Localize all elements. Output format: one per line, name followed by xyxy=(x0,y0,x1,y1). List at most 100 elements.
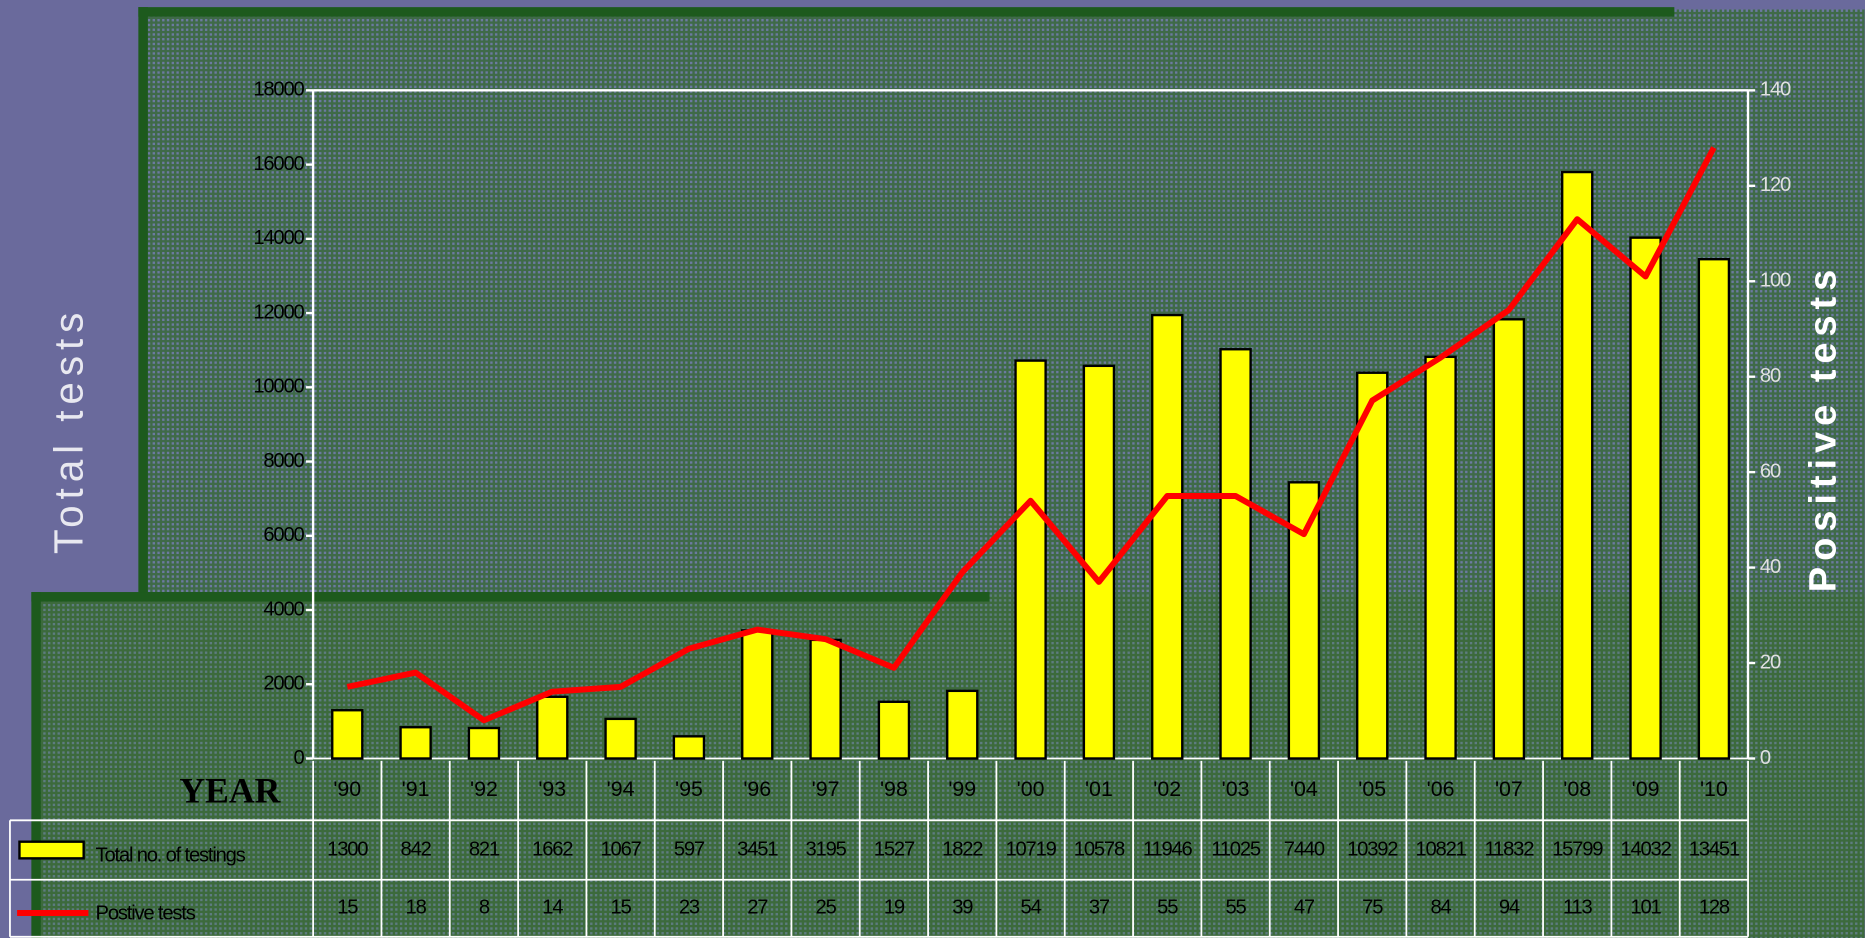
table-value: 8 xyxy=(479,897,490,919)
y-tick-label: 18000 xyxy=(253,79,304,101)
table-value: 128 xyxy=(1699,897,1730,919)
bar xyxy=(331,709,364,760)
table-value: 27 xyxy=(747,897,768,919)
table-value: 597 xyxy=(674,838,705,860)
line xyxy=(346,146,1717,724)
x-tick-label: '02 xyxy=(1153,777,1181,801)
bar xyxy=(1082,364,1116,760)
y-tick-label: 12000 xyxy=(253,301,304,323)
table-value: 3195 xyxy=(805,838,846,860)
panel-lower xyxy=(33,594,1865,938)
bar xyxy=(946,689,979,760)
table-value: 1527 xyxy=(874,838,915,860)
table-value: 1300 xyxy=(327,838,368,860)
table-value: 23 xyxy=(679,897,700,919)
table-value: 3451 xyxy=(737,838,778,860)
y2-tick-label: 0 xyxy=(1760,747,1771,769)
y-tick-label: 16000 xyxy=(253,153,304,175)
bar xyxy=(536,695,569,760)
table-value: 18 xyxy=(406,897,427,919)
x-tick-label: '98 xyxy=(880,777,908,801)
x-tick-label: '08 xyxy=(1563,777,1591,801)
table-value: 1662 xyxy=(532,838,573,860)
y2-tick-label: 140 xyxy=(1760,79,1791,101)
x-tick-label: '96 xyxy=(743,777,771,801)
bar xyxy=(1356,371,1389,760)
x-axis-title: YEAR xyxy=(179,770,281,810)
table-value: 84 xyxy=(1431,897,1452,919)
table-value: 13451 xyxy=(1689,838,1740,860)
y2-axis-title: Positive tests xyxy=(1802,264,1844,592)
table-value: 11025 xyxy=(1211,838,1261,860)
legend-label: Total no. of testings xyxy=(96,844,246,866)
table-value: 37 xyxy=(1089,897,1110,919)
table-value: 10392 xyxy=(1347,838,1398,860)
table-value: 94 xyxy=(1499,897,1520,919)
y-tick-label: 14000 xyxy=(253,227,304,249)
table-value: 19 xyxy=(884,897,905,919)
table-value: 113 xyxy=(1563,897,1593,919)
bar xyxy=(604,717,637,760)
x-tick-label: '90 xyxy=(333,777,361,801)
bar xyxy=(741,629,774,760)
table-value: 25 xyxy=(816,897,837,919)
table-value: 15799 xyxy=(1552,838,1603,860)
x-tick-label: '93 xyxy=(538,777,566,801)
table-value: 821 xyxy=(469,838,500,860)
table-value: 7440 xyxy=(1284,838,1325,860)
bar xyxy=(1219,348,1252,760)
y2-tick-label: 20 xyxy=(1760,651,1781,673)
table-value: 10578 xyxy=(1074,838,1125,860)
x-tick-label: '01 xyxy=(1085,777,1113,801)
table-value: 55 xyxy=(1157,897,1178,919)
table-value: 15 xyxy=(611,897,632,919)
table-value: 1822 xyxy=(942,838,983,860)
table-value: 54 xyxy=(1021,897,1042,919)
table-value: 842 xyxy=(401,838,432,860)
y-tick-label: 0 xyxy=(294,747,305,769)
bar xyxy=(1697,258,1731,760)
y-tick-label: 6000 xyxy=(263,524,304,546)
bar xyxy=(809,638,842,760)
frame-top xyxy=(138,7,1675,17)
table-value: 101 xyxy=(1630,897,1661,919)
y-tick-label: 2000 xyxy=(263,673,304,695)
x-tick-label: '91 xyxy=(402,777,430,801)
y2-tick-label: 60 xyxy=(1760,460,1781,482)
table-value: 14032 xyxy=(1620,838,1671,860)
y2-tick-label: 120 xyxy=(1760,174,1791,196)
x-tick-label: '00 xyxy=(1017,777,1045,801)
bar xyxy=(1014,359,1047,760)
table-value: 10821 xyxy=(1415,838,1466,860)
x-tick-label: '09 xyxy=(1632,777,1660,801)
y2-tick-label: 100 xyxy=(1760,270,1791,292)
table-value: 10719 xyxy=(1005,838,1056,860)
x-tick-label: '94 xyxy=(607,777,635,801)
table-value: 75 xyxy=(1362,897,1383,919)
y-tick-label: 10000 xyxy=(253,376,304,398)
x-tick-label: '99 xyxy=(948,777,976,801)
y-tick-label: 4000 xyxy=(263,598,304,620)
frame-mid xyxy=(31,592,990,602)
bar xyxy=(877,700,911,760)
bar xyxy=(1151,313,1184,760)
y-axis-title: Total tests xyxy=(45,307,91,554)
x-tick-label: '10 xyxy=(1700,777,1728,801)
y2-tick-label: 80 xyxy=(1760,365,1781,387)
bar xyxy=(1424,355,1457,760)
bar xyxy=(399,726,432,760)
table-value: 11832 xyxy=(1485,838,1535,860)
x-tick-label: '95 xyxy=(675,777,703,801)
legend-label: Postive tests xyxy=(96,903,196,925)
y2-tick-label: 40 xyxy=(1760,556,1781,578)
table-value: 47 xyxy=(1294,897,1315,919)
x-tick-label: '97 xyxy=(812,777,840,801)
frame-left xyxy=(138,7,148,600)
bar xyxy=(1492,318,1526,760)
bar xyxy=(1561,170,1594,760)
x-tick-label: '92 xyxy=(470,777,498,801)
table-value: 1067 xyxy=(600,838,641,860)
x-tick-label: '04 xyxy=(1290,777,1318,801)
